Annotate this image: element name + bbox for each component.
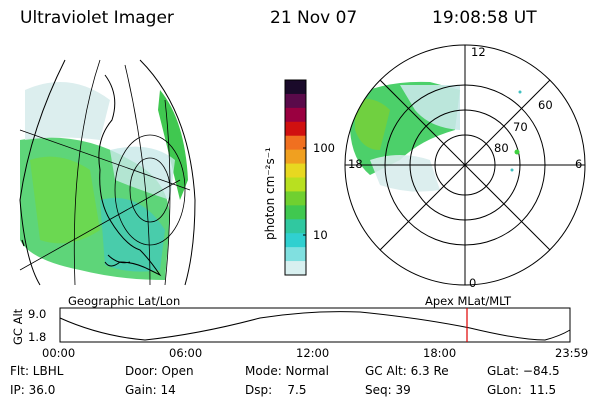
mode-info: Mode: Normal: [245, 364, 329, 378]
lat-60-label: 60: [538, 98, 553, 112]
lat-80-label: 80: [494, 141, 509, 155]
colorbar-tick-10: 10: [313, 228, 328, 242]
colorbar-band: [285, 93, 306, 109]
date-label: 21 Nov 07: [270, 8, 358, 28]
mlt-18-label: 18: [348, 157, 363, 171]
altitude-curve: [59, 311, 571, 341]
aurora-emission-right: [348, 81, 460, 175]
colorbar-band: [285, 205, 306, 220]
gc-alt-info: GC Alt: 6.3 Re: [365, 364, 449, 378]
altitude-ymin: 1.8: [28, 330, 47, 344]
colorbar-band: [285, 121, 306, 137]
colorbar-band: [285, 149, 306, 165]
mlt-0-label: 0: [469, 276, 477, 290]
glat-info: GLat: −84.5: [487, 364, 560, 378]
colorbar-band: [285, 247, 306, 262]
colorbar-unit-label: photon cm⁻²s⁻¹: [263, 147, 277, 240]
xtick-1800: 18:00: [423, 346, 457, 360]
mlt-6-label: 6: [575, 157, 583, 171]
gain-info: Gain: 14: [125, 383, 176, 397]
altitude-ymax: 9.0: [28, 307, 47, 321]
left-map-label: Geographic Lat/Lon: [68, 294, 181, 308]
aurora-emission-left: [20, 137, 170, 280]
glon-info: GLon: 11.5: [487, 383, 557, 397]
right-map-label: Apex MLat/MLT: [425, 294, 512, 308]
door-info: Door: Open: [125, 364, 194, 378]
colorbar-band: [285, 233, 306, 248]
colorbar-tick-100: 100: [313, 141, 335, 155]
xtick-0000: 00:00: [42, 346, 76, 360]
mlt-12-label: 12: [471, 45, 486, 59]
colorbar-band: [285, 107, 306, 123]
seq-info: Seq: 39: [365, 383, 411, 397]
instrument-title: Ultraviolet Imager: [20, 8, 174, 28]
time-label: 19:08:58 UT: [432, 8, 537, 28]
colorbar-band: [285, 135, 306, 151]
colorbar-band: [285, 80, 306, 95]
filter-info: Flt: LBHL: [10, 364, 64, 378]
colorbar-band: [285, 219, 306, 234]
colorbar-band: [285, 261, 306, 276]
altitude-ylabel: GC Alt: [11, 308, 25, 345]
xtick-2359: 23:59: [555, 346, 589, 360]
coastline: [98, 74, 162, 277]
xtick-0600: 06:00: [169, 346, 203, 360]
colorbar-band: [285, 191, 306, 206]
colorbar-band: [285, 163, 306, 178]
lat-70-label: 70: [513, 120, 528, 134]
colorbar-band: [285, 177, 306, 192]
ip-info: IP: 36.0: [10, 383, 56, 397]
dsp-info: Dsp: 7.5: [245, 383, 307, 397]
xtick-1200: 12:00: [296, 346, 330, 360]
